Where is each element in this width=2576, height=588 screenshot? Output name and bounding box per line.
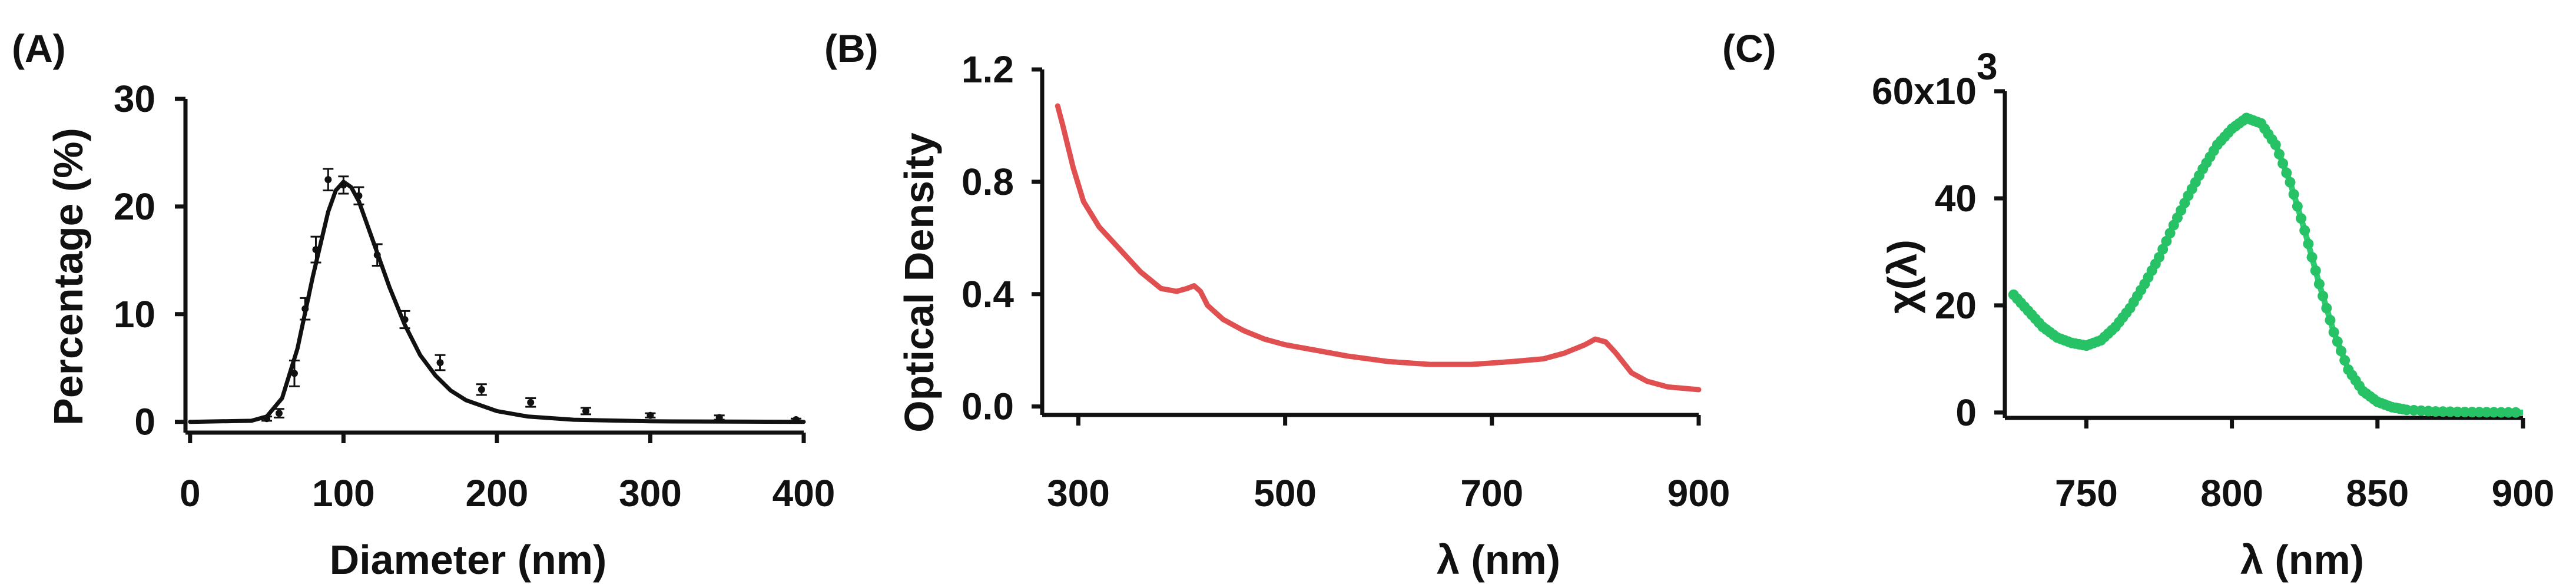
y-tick-label: 20 bbox=[114, 185, 155, 228]
y-tick-label: 20 bbox=[1935, 284, 1977, 327]
y-tick-exponent: 3 bbox=[1977, 45, 1998, 88]
data-point bbox=[2288, 189, 2299, 200]
data-point bbox=[478, 386, 485, 393]
y-tick-label: 0 bbox=[134, 401, 155, 443]
panel-b-plot: 300 500 700 900 0.0 0.4 0.8 1.2 bbox=[962, 48, 1730, 514]
data-point bbox=[2161, 235, 2172, 247]
x-tick-label: 300 bbox=[1047, 472, 1110, 514]
data-point bbox=[527, 398, 535, 406]
data-point bbox=[2321, 303, 2332, 314]
data-point bbox=[2164, 228, 2176, 239]
panel-a: (A) Percentage (%) Diameter (nm) bbox=[12, 26, 606, 583]
data-point bbox=[2296, 213, 2307, 224]
y-tick-label: 0.0 bbox=[962, 386, 1014, 428]
panel-c: (C) χ(λ) λ (nm) bbox=[1722, 26, 2364, 583]
data-point bbox=[2510, 407, 2521, 418]
y-tick-label: 40 bbox=[1935, 177, 1977, 220]
panel-a-xlabel: Diameter (nm) bbox=[330, 537, 607, 583]
data-point bbox=[647, 411, 654, 419]
y-tick-label: 0.8 bbox=[962, 161, 1014, 203]
x-tick-label: 700 bbox=[1460, 472, 1523, 514]
panel-c-label: (C) bbox=[1722, 26, 1776, 70]
y-tick-label: 10 bbox=[114, 293, 155, 335]
data-point bbox=[2332, 336, 2343, 347]
data-point bbox=[275, 410, 283, 417]
data-point bbox=[2157, 244, 2169, 255]
data-point bbox=[290, 370, 298, 377]
y-tick-label: 0 bbox=[1955, 391, 1977, 434]
data-point bbox=[2285, 177, 2296, 188]
data-point bbox=[2339, 355, 2350, 366]
x-tick-label: 850 bbox=[2346, 472, 2409, 514]
data-point bbox=[715, 414, 723, 421]
data-point bbox=[2154, 252, 2165, 263]
fit-line bbox=[188, 180, 806, 424]
data-point bbox=[2328, 327, 2339, 338]
data-point bbox=[2292, 201, 2303, 212]
data-point bbox=[436, 359, 444, 367]
x-tick-label: 750 bbox=[2055, 472, 2118, 514]
data-point bbox=[2273, 148, 2285, 160]
panel-c-xlabel: λ (nm) bbox=[2240, 537, 2364, 583]
data-point bbox=[2277, 158, 2289, 169]
panel-a-plot: 0 100 200 300 400 0 10 20 30 bbox=[114, 78, 836, 514]
y-tick-label: 30 bbox=[114, 78, 155, 120]
panel-a-label: (A) bbox=[12, 26, 66, 70]
x-tick-label: 400 bbox=[773, 472, 836, 514]
x-tick-label: 100 bbox=[312, 472, 375, 514]
x-tick-label: 500 bbox=[1254, 472, 1317, 514]
x-tick-label: 300 bbox=[619, 472, 682, 514]
data-point bbox=[2270, 139, 2281, 150]
data-point bbox=[2281, 167, 2292, 178]
data-point bbox=[2303, 238, 2314, 250]
y-tick-label: 1.2 bbox=[962, 48, 1014, 91]
data-point bbox=[324, 176, 332, 184]
data-point bbox=[2318, 291, 2329, 302]
x-tick-label: 900 bbox=[2492, 472, 2555, 514]
data-point bbox=[2488, 407, 2499, 418]
y-tick-label: 0.4 bbox=[962, 273, 1014, 315]
data-point bbox=[2481, 407, 2492, 418]
data-point bbox=[582, 407, 590, 415]
data-point bbox=[2474, 407, 2485, 418]
series-line bbox=[1055, 103, 1702, 393]
data-point bbox=[2306, 252, 2318, 263]
panel-b: (B) Optical Density λ (nm) bbox=[824, 26, 1560, 583]
data-point bbox=[2466, 407, 2478, 418]
data-point bbox=[2325, 314, 2336, 325]
data-point bbox=[2313, 278, 2325, 290]
x-tick-label: 0 bbox=[180, 472, 201, 514]
data-point bbox=[2503, 407, 2514, 418]
panel-b-xlabel: λ (nm) bbox=[1437, 537, 1560, 583]
panel-b-label: (B) bbox=[824, 26, 878, 70]
panel-b-ylabel: Optical Density bbox=[896, 132, 942, 433]
y-tick-label: 60x10 bbox=[1872, 70, 1977, 112]
panel-c-ylabel: χ(λ) bbox=[1879, 240, 1925, 314]
panel-a-ylabel: Percentage (%) bbox=[45, 128, 91, 426]
data-point bbox=[2299, 225, 2310, 236]
data-point bbox=[2495, 407, 2507, 418]
x-tick-label: 200 bbox=[466, 472, 529, 514]
data-point bbox=[2336, 346, 2347, 357]
x-tick-label: 900 bbox=[1667, 472, 1730, 514]
series-line bbox=[2011, 115, 2524, 416]
x-tick-label: 800 bbox=[2200, 472, 2263, 514]
data-point bbox=[2459, 406, 2471, 417]
data-point bbox=[2310, 265, 2321, 276]
